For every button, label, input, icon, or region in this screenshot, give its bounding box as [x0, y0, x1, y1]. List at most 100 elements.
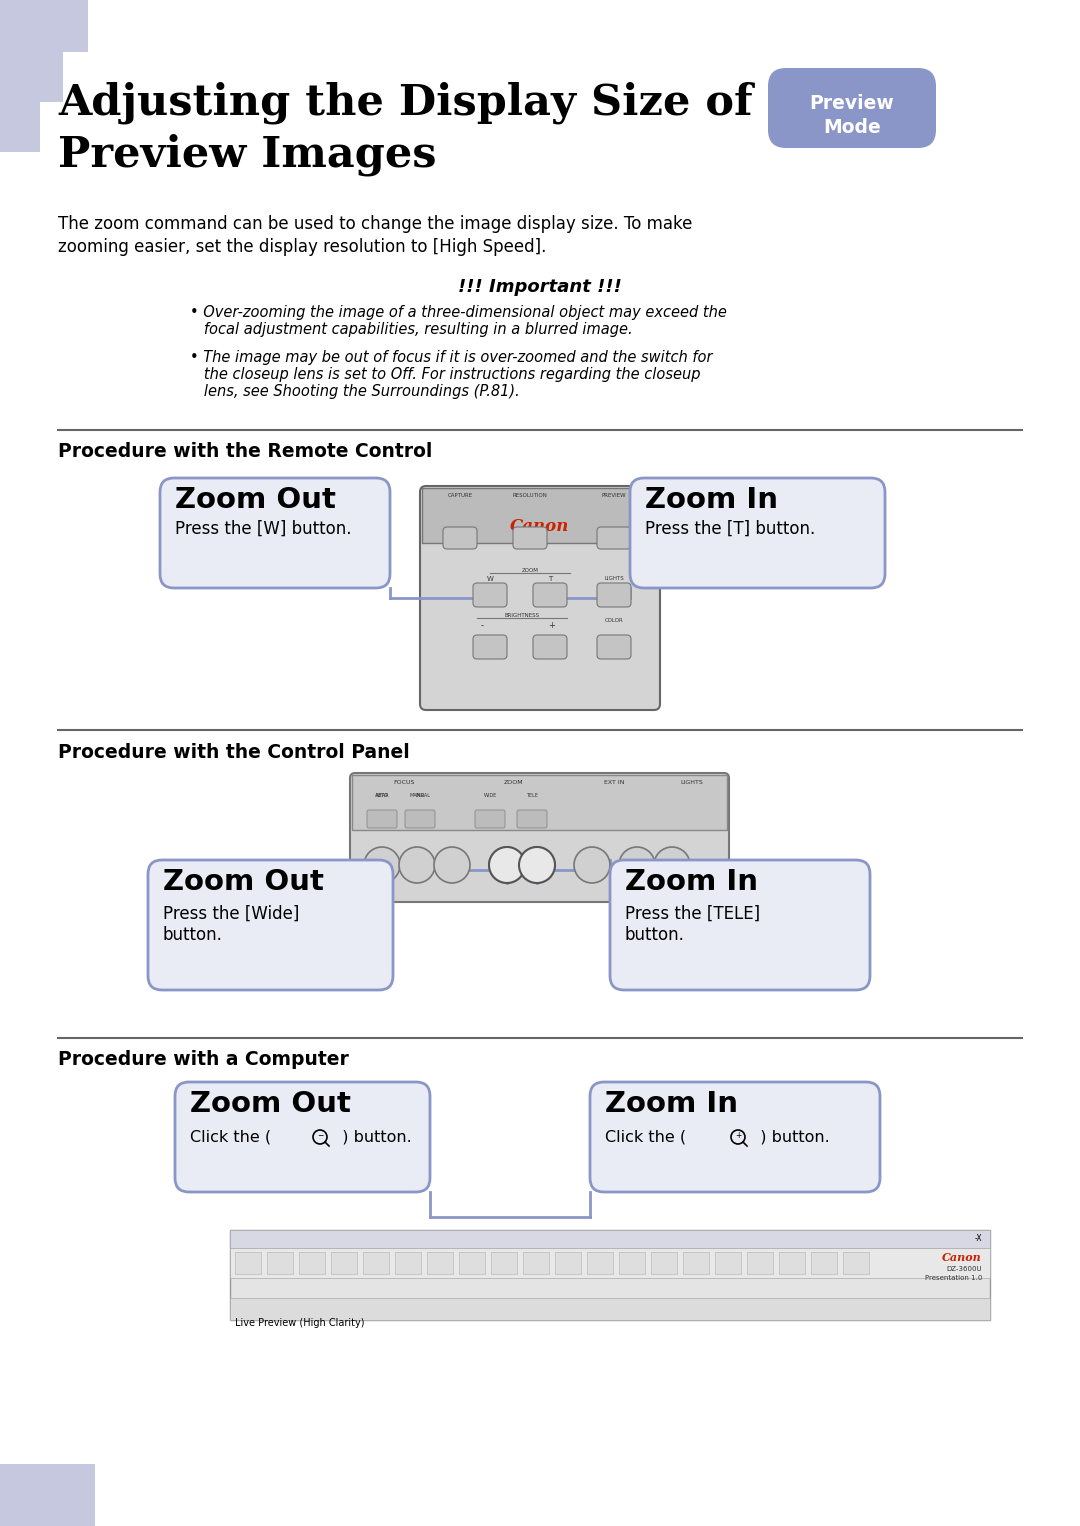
FancyBboxPatch shape: [597, 635, 631, 659]
Text: Preview: Preview: [810, 95, 894, 113]
Text: ZOOM: ZOOM: [522, 568, 539, 572]
Text: Zoom In: Zoom In: [625, 868, 758, 896]
Text: PREVIEW: PREVIEW: [602, 493, 626, 497]
FancyBboxPatch shape: [230, 1230, 990, 1320]
Text: Live Preview (High Clarity): Live Preview (High Clarity): [235, 1318, 365, 1328]
Text: zooming easier, set the display resolution to [High Speed].: zooming easier, set the display resoluti…: [58, 238, 546, 256]
Text: the closeup lens is set to Off. For instructions regarding the closeup: the closeup lens is set to Off. For inst…: [190, 366, 701, 382]
Text: COLOR: COLOR: [605, 618, 623, 623]
Text: −: −: [316, 1131, 323, 1140]
FancyBboxPatch shape: [230, 1299, 990, 1320]
Text: Canon: Canon: [511, 517, 569, 536]
FancyBboxPatch shape: [405, 810, 435, 829]
FancyBboxPatch shape: [517, 810, 546, 829]
Text: WIDE: WIDE: [484, 794, 497, 798]
Text: AUTO: AUTO: [375, 794, 389, 798]
Text: W: W: [501, 859, 512, 868]
FancyBboxPatch shape: [350, 774, 729, 902]
Text: Procedure with the Control Panel: Procedure with the Control Panel: [58, 743, 409, 761]
FancyBboxPatch shape: [395, 1251, 421, 1274]
Text: FAR: FAR: [416, 794, 424, 798]
FancyBboxPatch shape: [683, 1251, 708, 1274]
Circle shape: [489, 847, 525, 884]
Circle shape: [489, 847, 525, 884]
FancyBboxPatch shape: [443, 526, 477, 549]
Text: FOCUS: FOCUS: [393, 780, 415, 784]
FancyBboxPatch shape: [715, 1251, 741, 1274]
FancyBboxPatch shape: [459, 1251, 485, 1274]
Text: !!! Important !!!: !!! Important !!!: [458, 278, 622, 296]
FancyBboxPatch shape: [651, 1251, 677, 1274]
Text: Adjusting the Display Size of: Adjusting the Display Size of: [58, 82, 753, 125]
FancyBboxPatch shape: [630, 478, 885, 588]
Text: CAPTURE: CAPTURE: [447, 493, 473, 497]
Text: DZ-3600U: DZ-3600U: [946, 1267, 982, 1273]
FancyBboxPatch shape: [590, 1082, 880, 1192]
FancyBboxPatch shape: [811, 1251, 837, 1274]
Text: Zoom Out: Zoom Out: [190, 1090, 351, 1119]
Text: BRIGHTNESS: BRIGHTNESS: [504, 613, 540, 618]
FancyBboxPatch shape: [475, 810, 505, 829]
Text: lens, see Shooting the Surroundings (P.81).: lens, see Shooting the Surroundings (P.8…: [190, 385, 519, 398]
Text: Zoom In: Zoom In: [645, 485, 778, 514]
Text: RESOLUTION: RESOLUTION: [513, 493, 548, 497]
FancyBboxPatch shape: [534, 635, 567, 659]
Text: T: T: [534, 859, 540, 868]
Text: Press the [W] button.: Press the [W] button.: [175, 520, 351, 539]
FancyBboxPatch shape: [299, 1251, 325, 1274]
FancyBboxPatch shape: [352, 775, 727, 830]
Text: Canon: Canon: [942, 1251, 982, 1264]
FancyBboxPatch shape: [534, 583, 567, 607]
Text: Zoom In: Zoom In: [605, 1090, 738, 1119]
Text: Press the [T] button.: Press the [T] button.: [645, 520, 815, 539]
FancyBboxPatch shape: [473, 583, 507, 607]
FancyBboxPatch shape: [768, 69, 936, 148]
FancyBboxPatch shape: [427, 1251, 453, 1274]
Text: LIGHTS: LIGHTS: [680, 780, 703, 784]
Circle shape: [519, 847, 555, 884]
Text: focal adjustment capabilities, resulting in a blurred image.: focal adjustment capabilities, resulting…: [190, 322, 633, 337]
Text: Procedure with a Computer: Procedure with a Computer: [58, 1050, 349, 1070]
Text: Zoom Out: Zoom Out: [175, 485, 336, 514]
Circle shape: [364, 847, 400, 884]
Text: Zoom Out: Zoom Out: [163, 868, 324, 896]
Text: • Over-zooming the image of a three-dimensional object may exceed the: • Over-zooming the image of a three-dime…: [190, 305, 727, 320]
FancyBboxPatch shape: [363, 1251, 389, 1274]
FancyBboxPatch shape: [420, 485, 660, 710]
FancyBboxPatch shape: [235, 1251, 261, 1274]
FancyBboxPatch shape: [779, 1251, 805, 1274]
Text: +: +: [734, 1131, 741, 1140]
Text: ) button.: ) button.: [332, 1129, 411, 1144]
FancyBboxPatch shape: [330, 1251, 357, 1274]
Text: Presentation 1.0: Presentation 1.0: [924, 1276, 982, 1280]
Text: The zoom command can be used to change the image display size. To make: The zoom command can be used to change t…: [58, 215, 692, 233]
Circle shape: [434, 847, 470, 884]
FancyBboxPatch shape: [160, 478, 390, 588]
Circle shape: [519, 847, 555, 884]
Text: button.: button.: [163, 926, 222, 945]
Bar: [0, 52, 63, 102]
Bar: [0, 0, 87, 52]
FancyBboxPatch shape: [597, 583, 631, 607]
FancyBboxPatch shape: [610, 861, 870, 990]
Text: Click the (: Click the (: [190, 1129, 282, 1144]
Bar: [0, 102, 40, 153]
Text: Preview Images: Preview Images: [58, 133, 436, 175]
Text: Procedure with the Remote Control: Procedure with the Remote Control: [58, 443, 432, 461]
FancyBboxPatch shape: [422, 488, 658, 543]
Text: 62: 62: [32, 1511, 62, 1526]
Text: NEAR: NEAR: [375, 794, 389, 798]
Text: TELE: TELE: [526, 794, 538, 798]
FancyBboxPatch shape: [267, 1251, 293, 1274]
FancyBboxPatch shape: [491, 1251, 517, 1274]
FancyBboxPatch shape: [230, 1248, 990, 1277]
Text: button.: button.: [625, 926, 685, 945]
Text: -: -: [481, 621, 484, 630]
FancyBboxPatch shape: [513, 526, 546, 549]
FancyBboxPatch shape: [619, 1251, 645, 1274]
Text: T: T: [548, 575, 552, 581]
FancyBboxPatch shape: [523, 1251, 549, 1274]
FancyBboxPatch shape: [843, 1251, 869, 1274]
Text: LIGHTS: LIGHTS: [604, 575, 624, 581]
FancyBboxPatch shape: [175, 1082, 430, 1192]
